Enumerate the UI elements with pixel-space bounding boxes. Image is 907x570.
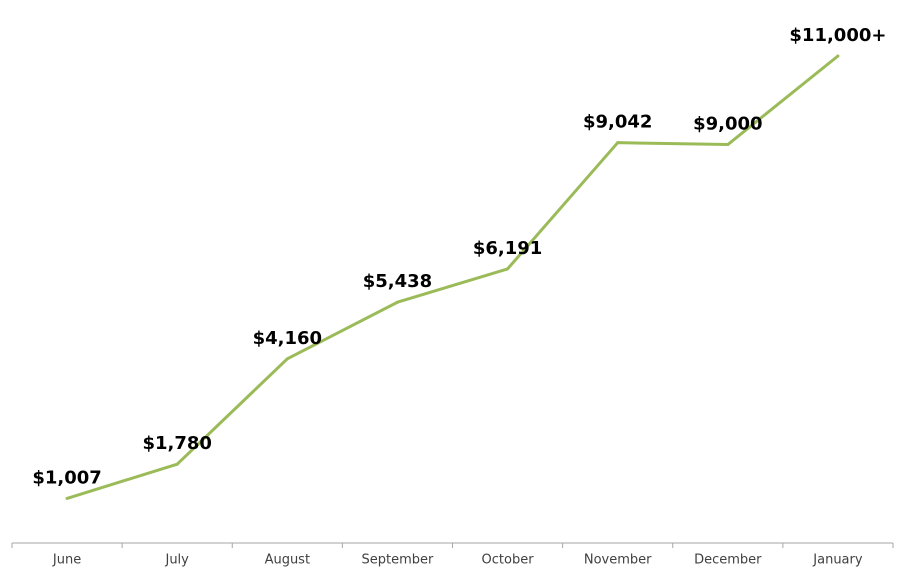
- data-label: $9,000: [693, 114, 762, 135]
- data-point: [726, 143, 730, 147]
- x-tick-label: August: [265, 553, 311, 568]
- data-point: [836, 54, 840, 58]
- data-label: $9,042: [583, 112, 652, 133]
- x-tick-label: October: [482, 553, 535, 568]
- data-label: $11,000+: [789, 25, 886, 46]
- data-label: $1,007: [32, 467, 101, 488]
- x-tick-label: June: [52, 553, 81, 568]
- data-label: $6,191: [473, 238, 542, 259]
- data-point: [175, 462, 179, 466]
- data-line: [66, 54, 839, 500]
- data-point: [395, 300, 399, 304]
- x-tick-label: November: [584, 553, 652, 568]
- data-point: [65, 496, 69, 500]
- data-point: [506, 267, 510, 271]
- x-tick-label: September: [362, 553, 435, 568]
- data-label: $1,780: [142, 433, 211, 454]
- x-tick-label: January: [812, 553, 863, 568]
- data-label: $5,438: [363, 271, 432, 292]
- data-point: [616, 141, 620, 145]
- data-label: $4,160: [253, 328, 322, 349]
- x-tick-label: July: [164, 553, 189, 568]
- x-tick-label: December: [694, 553, 762, 568]
- data-point: [285, 357, 289, 361]
